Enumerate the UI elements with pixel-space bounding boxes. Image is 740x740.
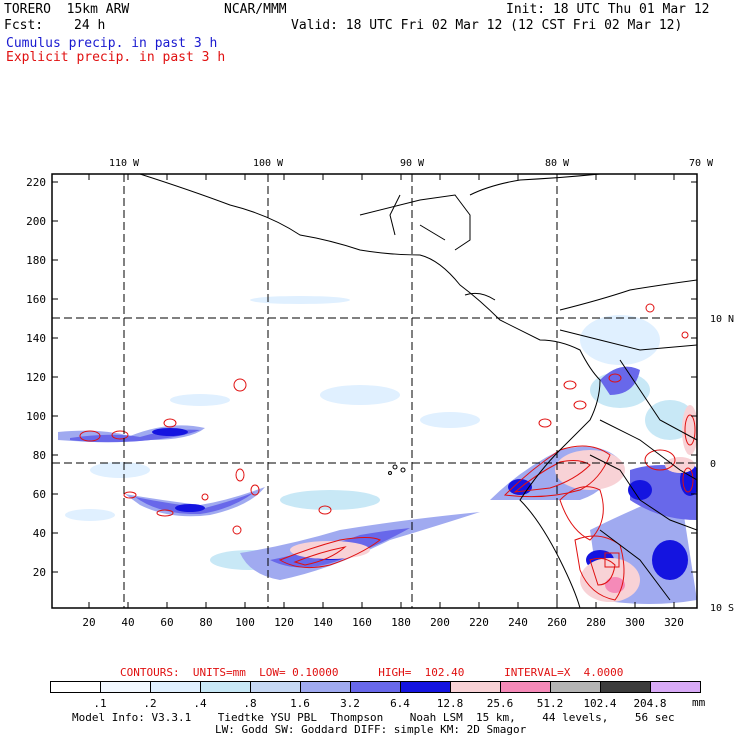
- x-tick-label: 220: [469, 616, 489, 629]
- map-frame: [51, 173, 698, 609]
- y-tick-label: 40: [33, 527, 46, 540]
- legend-swatch: [650, 681, 701, 693]
- legend-label: .1: [93, 697, 107, 710]
- legend-label: 12.8: [436, 697, 464, 710]
- y-tick-label: 120: [26, 371, 46, 384]
- lon-label: 100 W: [253, 158, 284, 169]
- legend-label: 3.2: [340, 697, 360, 710]
- x-tick-label: 20: [82, 616, 95, 629]
- legend-swatch: [450, 681, 501, 693]
- graticule: [52, 174, 697, 608]
- x-tick-label: 120: [274, 616, 294, 629]
- y-tick-label: 200: [26, 215, 46, 228]
- valid-time: Valid: 18 UTC Fri 02 Mar 12 (12 CST Fri …: [291, 18, 683, 33]
- x-tick-label: 140: [313, 616, 333, 629]
- cumulus-precip-label: Cumulus precip. in past 3 h: [6, 36, 218, 51]
- x-tick-label: 240: [508, 616, 528, 629]
- x-tick-label: 60: [160, 616, 173, 629]
- x-tick-label: 40: [121, 616, 134, 629]
- y-tick-label: 180: [26, 254, 46, 267]
- lat-label: 10 N: [710, 314, 734, 325]
- legend-label: .8: [243, 697, 257, 710]
- legend-swatch: [200, 681, 251, 693]
- legend-unit: mm: [692, 696, 706, 709]
- legend-swatch: [150, 681, 201, 693]
- lon-label: 80 W: [545, 158, 570, 169]
- model-info-line2: LW: Godd SW: Goddard DIFF: simple KM: 2D…: [215, 723, 527, 736]
- lon-label: 110 W: [109, 158, 140, 169]
- legend-label: 204.8: [633, 697, 667, 710]
- y-tick-label: 220: [26, 176, 46, 189]
- y-tick-label: 100: [26, 410, 46, 423]
- legend-swatch: [300, 681, 351, 693]
- legend-label: 1.6: [290, 697, 310, 710]
- axis-ticks: [52, 174, 697, 608]
- legend-swatch: [600, 681, 651, 693]
- forecast-label: Fcst:: [4, 18, 44, 33]
- lon-label: 90 W: [400, 158, 425, 169]
- explicit-precip-label: Explicit precip. in past 3 h: [6, 50, 226, 65]
- legend-swatch: [500, 681, 551, 693]
- legend-swatch: [250, 681, 301, 693]
- legend-label: 102.4: [583, 697, 617, 710]
- x-tick-label: 300: [625, 616, 645, 629]
- legend-swatch: [350, 681, 401, 693]
- y-tick-label: 60: [33, 488, 46, 501]
- lon-label: 70 W: [689, 158, 714, 169]
- model-title: TORERO 15km ARW: [4, 2, 130, 17]
- x-tick-label: 160: [352, 616, 372, 629]
- lat-label: 10 S: [710, 603, 734, 614]
- legend-swatch: [400, 681, 451, 693]
- legend-label: 6.4: [390, 697, 410, 710]
- x-tick-label: 80: [199, 616, 212, 629]
- x-tick-label: 100: [235, 616, 255, 629]
- legend-label: .4: [193, 697, 207, 710]
- y-tick-label: 160: [26, 293, 46, 306]
- legend-label: .2: [143, 697, 157, 710]
- init-time: Init: 18 UTC Thu 01 Mar 12: [506, 2, 710, 17]
- x-tick-label: 200: [430, 616, 450, 629]
- x-tick-label: 260: [547, 616, 567, 629]
- lat-label: 0: [710, 459, 716, 470]
- y-tick-label: 20: [33, 566, 46, 579]
- forecast-hours: 24 h: [74, 18, 106, 33]
- legend-swatch: [100, 681, 151, 693]
- x-tick-label: 320: [664, 616, 684, 629]
- legend-label: 51.2: [536, 697, 564, 710]
- legend-swatch: [50, 681, 101, 693]
- x-tick-label: 280: [586, 616, 606, 629]
- legend-label: 25.6: [486, 697, 514, 710]
- contour-info: CONTOURS: UNITS=mm LOW= 0.10000 HIGH= 10…: [120, 666, 624, 679]
- y-tick-label: 80: [33, 449, 46, 462]
- y-tick-label: 140: [26, 332, 46, 345]
- x-tick-label: 180: [391, 616, 411, 629]
- organization-label: NCAR/MMM: [224, 2, 287, 17]
- precip-shading: [58, 174, 697, 608]
- model-info-line1: Model Info: V3.3.1 Tiedtke YSU PBL Thomp…: [72, 711, 675, 724]
- legend-swatch: [550, 681, 601, 693]
